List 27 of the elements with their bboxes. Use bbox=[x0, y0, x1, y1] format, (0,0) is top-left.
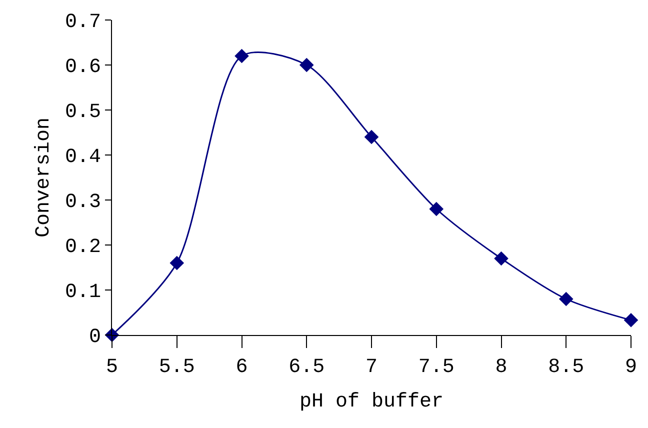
y-tick-label: 0.4 bbox=[64, 146, 101, 169]
x-tick-label: 8 bbox=[495, 356, 508, 379]
y-axis-title: Conversion bbox=[32, 117, 56, 238]
x-tick-label: 7 bbox=[365, 356, 378, 379]
x-tick-label: 6 bbox=[236, 356, 248, 379]
y-tick-label: 0.7 bbox=[64, 11, 101, 34]
x-tick-label: 7.5 bbox=[418, 356, 454, 379]
y-tick-label: 0.2 bbox=[64, 236, 101, 259]
y-tick-label: 0.6 bbox=[64, 56, 101, 79]
point bbox=[364, 130, 379, 144]
point bbox=[624, 313, 638, 328]
x-axis-title: pH of buffer bbox=[299, 390, 444, 414]
point bbox=[170, 256, 184, 270]
y-tick-label: 0.5 bbox=[64, 101, 101, 124]
point bbox=[494, 251, 508, 266]
point bbox=[234, 48, 249, 64]
point bbox=[429, 202, 444, 216]
y-tick-label: 0.3 bbox=[64, 191, 101, 214]
y-tick-label: 0.1 bbox=[64, 281, 101, 304]
x-tick-label: 5.5 bbox=[158, 356, 195, 379]
x-tick-label: 8.5 bbox=[548, 356, 584, 379]
point bbox=[558, 292, 574, 306]
x-tick-label: 5 bbox=[106, 356, 118, 379]
x-tick-label: 9 bbox=[624, 356, 638, 379]
x-tick-label: 6.5 bbox=[288, 356, 325, 379]
y-tick-label: 0 bbox=[88, 326, 101, 349]
point bbox=[299, 58, 314, 72]
